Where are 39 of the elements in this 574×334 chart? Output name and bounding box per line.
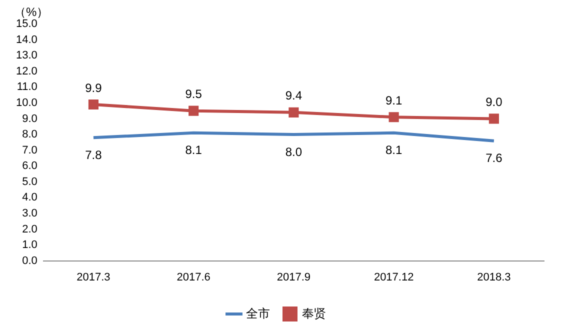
data-label: 8.1 <box>185 143 202 158</box>
y-tick-label: 5.0 <box>22 176 38 188</box>
y-tick-label: 3.0 <box>22 207 38 220</box>
data-label: 9.1 <box>385 93 402 108</box>
point <box>288 107 299 118</box>
y-tick-label: 6.0 <box>22 160 38 172</box>
y-tick-label: 7.0 <box>22 144 38 156</box>
y-tick-label: 13.0 <box>16 50 38 62</box>
y-axis-title: （%） <box>14 4 49 19</box>
data-label: 9.4 <box>285 88 302 103</box>
y-tick-label: 9.0 <box>22 112 38 125</box>
y-tick-label: 11.0 <box>16 81 38 94</box>
y-tick-label: 4.0 <box>22 192 38 204</box>
point <box>488 114 499 124</box>
y-tick-label: 0.0 <box>22 254 38 267</box>
x-tick-label: 2017.3 <box>76 271 110 284</box>
y-tick-label: 12.0 <box>16 65 38 78</box>
point <box>88 99 99 110</box>
data-label: 8.0 <box>285 144 302 159</box>
legend-label: 全市 <box>246 306 270 320</box>
y-tick-label: 8.0 <box>22 128 38 141</box>
y-tick-label: 15.0 <box>16 18 38 30</box>
data-label: 8.1 <box>385 143 402 158</box>
y-tick-label: 14.0 <box>16 34 38 46</box>
point <box>188 106 199 116</box>
y-tick-label: 10.0 <box>16 96 38 109</box>
x-tick-label: 2017.12 <box>374 271 414 284</box>
data-label: 9.0 <box>486 95 503 110</box>
point <box>388 112 399 122</box>
data-label: 7.6 <box>486 151 503 166</box>
data-label: 7.8 <box>85 148 102 162</box>
data-label: 9.5 <box>185 87 202 102</box>
y-tick-label: 2.0 <box>22 223 38 236</box>
x-tick-label: 2017.9 <box>276 271 311 284</box>
data-label: 9.9 <box>85 80 102 95</box>
y-tick-label: 1.0 <box>22 239 38 252</box>
legend-label: 奉贤 <box>302 306 326 320</box>
x-tick-label: 2017.6 <box>176 271 210 284</box>
x-tick-label: 2018.3 <box>477 271 511 284</box>
